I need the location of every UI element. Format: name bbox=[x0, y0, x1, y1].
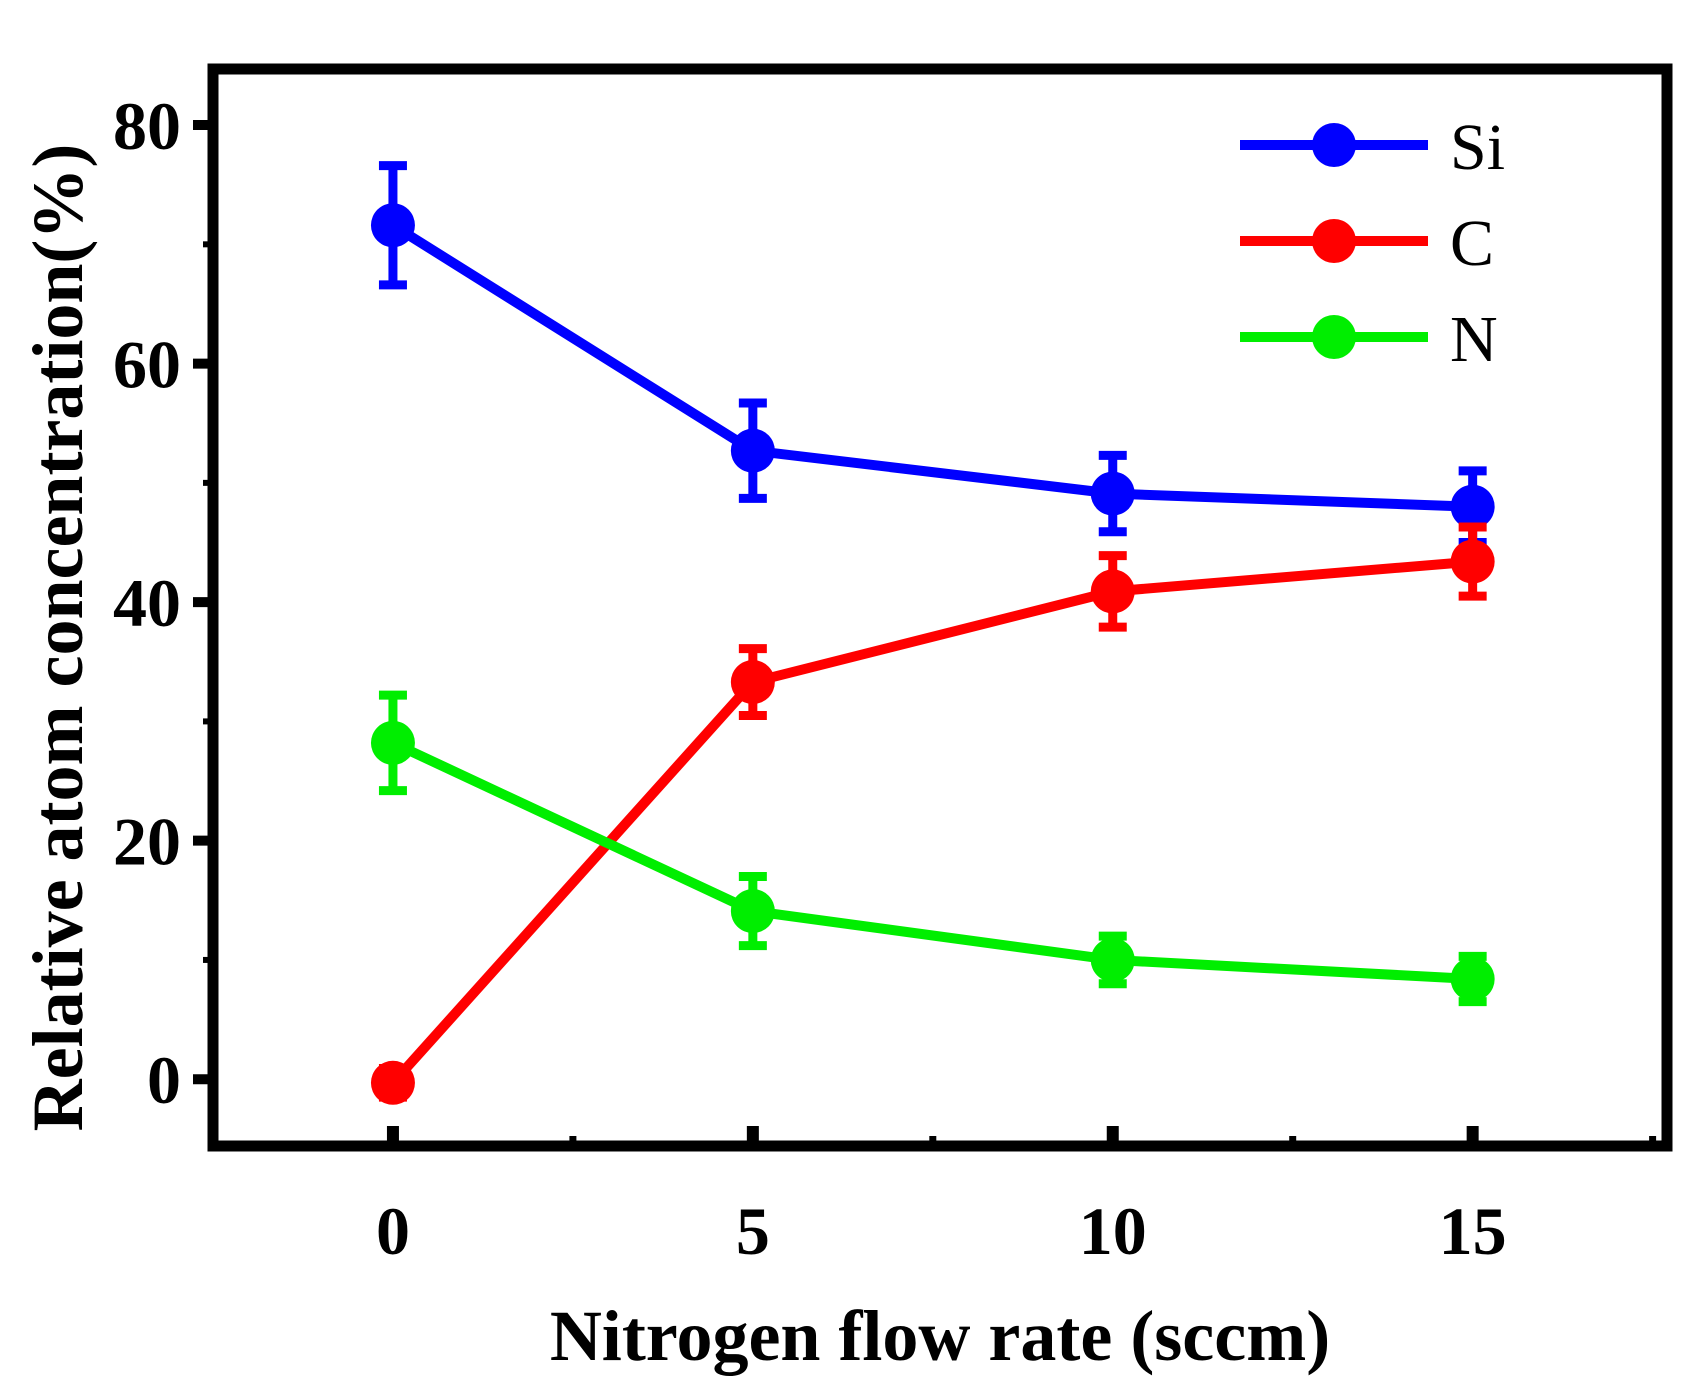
legend-marker bbox=[1312, 315, 1356, 359]
y-tick-label: 20 bbox=[113, 804, 181, 880]
plot-frame bbox=[207, 63, 1673, 1152]
data-point-n bbox=[1090, 937, 1135, 982]
data-point-si bbox=[370, 203, 415, 248]
y-tick-label: 40 bbox=[113, 565, 181, 641]
series-n bbox=[370, 690, 1495, 1007]
data-point-n bbox=[730, 889, 775, 934]
series-si bbox=[370, 161, 1495, 547]
y-tick-label: 60 bbox=[113, 327, 181, 403]
x-tick-label: 5 bbox=[736, 1193, 770, 1269]
y-tick-label: 0 bbox=[147, 1042, 181, 1118]
data-point-c bbox=[1450, 539, 1495, 584]
legend-label-c: C bbox=[1450, 207, 1494, 280]
data-point-c bbox=[370, 1060, 415, 1105]
legend-item-n: N bbox=[1240, 303, 1498, 376]
y-tick-label: 80 bbox=[113, 88, 181, 164]
data-point-c bbox=[730, 660, 775, 705]
data-point-n bbox=[370, 720, 415, 765]
x-tick-label: 10 bbox=[1079, 1193, 1147, 1269]
data-point-si bbox=[1450, 484, 1495, 529]
series-line-si bbox=[390, 221, 1473, 512]
series-line-n bbox=[390, 738, 1473, 985]
legend-marker bbox=[1312, 219, 1356, 263]
data-point-si bbox=[1090, 471, 1135, 516]
legend-label-si: Si bbox=[1450, 111, 1505, 184]
data-point-si bbox=[730, 428, 775, 473]
legend-item-si: Si bbox=[1240, 111, 1505, 184]
legend-item-c: C bbox=[1240, 207, 1494, 280]
legend-label-n: N bbox=[1450, 303, 1498, 376]
data-point-c bbox=[1090, 569, 1135, 614]
y-axis-title: Relative atom concentration(%) bbox=[18, 144, 98, 1132]
series-line-c bbox=[389, 556, 1474, 1087]
x-axis-title: Nitrogen flow rate (sccm) bbox=[550, 1296, 1330, 1376]
legend: Si CN bbox=[1240, 111, 1505, 376]
x-tick-label: 15 bbox=[1439, 1193, 1507, 1269]
data-point-n bbox=[1450, 957, 1495, 1002]
x-tick-label: 0 bbox=[376, 1193, 410, 1269]
series-c bbox=[370, 522, 1495, 1105]
legend-marker bbox=[1312, 123, 1356, 167]
